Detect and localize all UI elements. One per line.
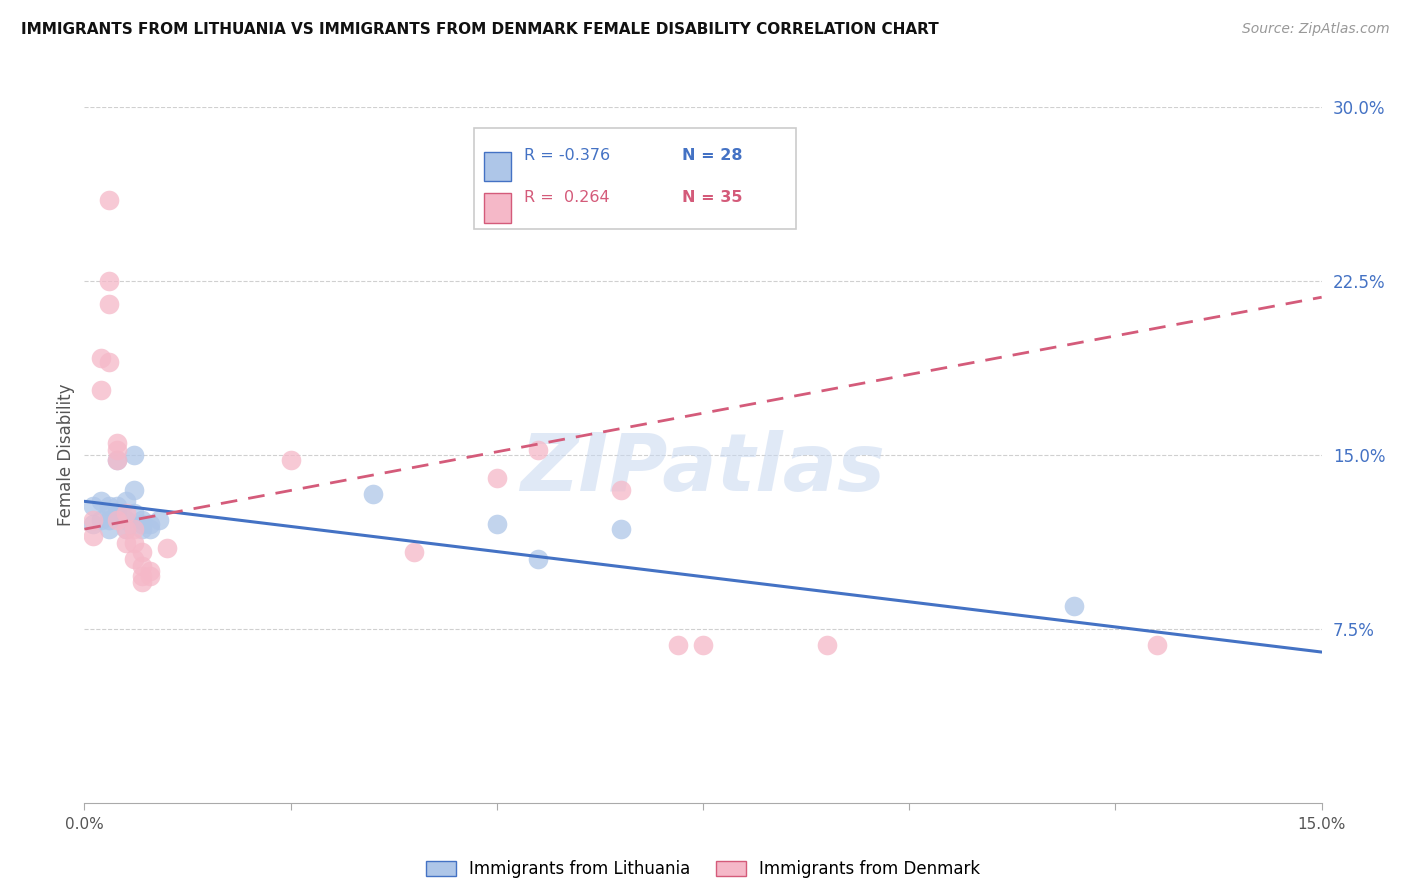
Point <box>485 517 508 532</box>
Point <box>90 351 112 365</box>
Point <box>131 559 153 574</box>
Point <box>82 513 104 527</box>
Point <box>90 383 112 397</box>
Text: R = -0.376: R = -0.376 <box>523 148 610 163</box>
Point <box>815 638 838 652</box>
Point <box>651 211 673 226</box>
Point <box>98 297 121 311</box>
Point <box>666 638 689 652</box>
Point <box>114 506 136 520</box>
Y-axis label: Female Disability: Female Disability <box>56 384 75 526</box>
Point <box>82 529 104 543</box>
FancyBboxPatch shape <box>474 128 796 229</box>
Point <box>122 483 145 497</box>
Text: R =  0.264: R = 0.264 <box>523 190 609 205</box>
Point <box>139 564 162 578</box>
Point <box>485 471 508 485</box>
FancyBboxPatch shape <box>484 194 512 222</box>
Point <box>90 494 112 508</box>
Point <box>692 638 714 652</box>
Point <box>1146 638 1168 652</box>
Point <box>105 513 128 527</box>
Point <box>131 568 153 582</box>
FancyBboxPatch shape <box>484 152 512 181</box>
Point <box>114 522 136 536</box>
Point <box>139 568 162 582</box>
Point <box>131 517 153 532</box>
Point <box>114 494 136 508</box>
Point <box>122 536 145 550</box>
Point <box>139 522 162 536</box>
Point <box>98 513 121 527</box>
Point <box>156 541 179 555</box>
Text: IMMIGRANTS FROM LITHUANIA VS IMMIGRANTS FROM DENMARK FEMALE DISABILITY CORRELATI: IMMIGRANTS FROM LITHUANIA VS IMMIGRANTS … <box>21 22 939 37</box>
Point <box>139 517 162 532</box>
Point <box>105 506 128 520</box>
Point <box>122 522 145 536</box>
Point <box>131 513 153 527</box>
Text: N = 35: N = 35 <box>682 190 742 205</box>
Text: N = 28: N = 28 <box>682 148 742 163</box>
Point <box>131 522 153 536</box>
Point <box>98 193 121 207</box>
Point <box>82 499 104 513</box>
Text: ZIPatlas: ZIPatlas <box>520 430 886 508</box>
Point <box>527 552 550 566</box>
Point <box>98 506 121 520</box>
Point <box>98 355 121 369</box>
Point <box>527 443 550 458</box>
Text: Source: ZipAtlas.com: Source: ZipAtlas.com <box>1241 22 1389 37</box>
Point <box>98 274 121 288</box>
Point <box>122 552 145 566</box>
Point <box>404 545 426 559</box>
Point <box>609 483 631 497</box>
Point <box>98 499 121 513</box>
Point <box>105 499 128 513</box>
Point <box>82 517 104 532</box>
Point <box>609 522 631 536</box>
Point <box>361 487 384 501</box>
Point <box>105 436 128 450</box>
Point <box>114 536 136 550</box>
Point <box>148 513 170 527</box>
Point <box>105 452 128 467</box>
Point <box>122 448 145 462</box>
Point <box>105 443 128 458</box>
Point <box>280 452 302 467</box>
Point <box>105 452 128 467</box>
Point <box>90 513 112 527</box>
Point <box>131 545 153 559</box>
Point <box>114 522 136 536</box>
Point <box>122 506 145 520</box>
Point <box>98 522 121 536</box>
Point <box>114 513 136 527</box>
Legend: Immigrants from Lithuania, Immigrants from Denmark: Immigrants from Lithuania, Immigrants fr… <box>419 854 987 885</box>
Point <box>131 575 153 590</box>
Point <box>1063 599 1085 613</box>
